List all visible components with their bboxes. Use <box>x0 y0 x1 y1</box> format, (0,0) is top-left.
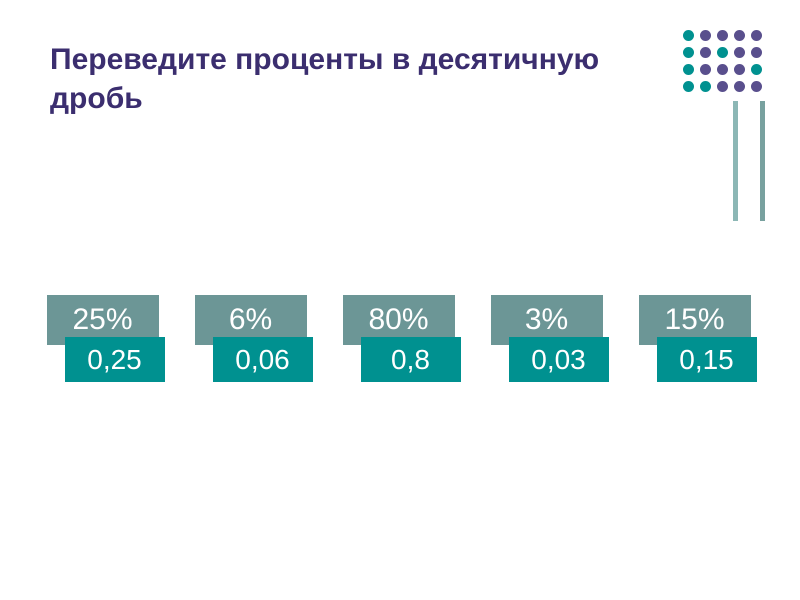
dot <box>683 30 694 41</box>
dot <box>700 30 711 41</box>
dot <box>751 81 762 92</box>
pair-item: 25% 0,25 <box>47 295 162 395</box>
dot <box>734 81 745 92</box>
dot <box>734 47 745 58</box>
vline <box>733 101 738 221</box>
pair-item: 3% 0,03 <box>491 295 606 395</box>
dot <box>683 81 694 92</box>
dot <box>734 64 745 75</box>
dot <box>700 64 711 75</box>
dot <box>700 81 711 92</box>
dot <box>717 30 728 41</box>
dot <box>717 81 728 92</box>
dot <box>717 47 728 58</box>
pair-item: 6% 0,06 <box>195 295 310 395</box>
dot <box>683 47 694 58</box>
pairs-row: 25% 0,25 6% 0,06 80% 0,8 3% 0,03 15% 0,1… <box>0 295 800 395</box>
decoration-lines <box>733 101 765 221</box>
vline <box>760 101 765 221</box>
dot <box>751 64 762 75</box>
dot <box>751 47 762 58</box>
dot <box>683 64 694 75</box>
decimal-box: 0,15 <box>657 337 757 382</box>
pair-item: 15% 0,15 <box>639 295 754 395</box>
corner-decoration <box>683 30 765 221</box>
decimal-box: 0,06 <box>213 337 313 382</box>
slide-title: Переведите проценты в десятичную дробь <box>50 40 650 118</box>
decoration-dots <box>683 30 765 93</box>
dot <box>751 30 762 41</box>
dot <box>717 64 728 75</box>
decimal-box: 0,25 <box>65 337 165 382</box>
dot <box>700 47 711 58</box>
pair-item: 80% 0,8 <box>343 295 458 395</box>
decimal-box: 0,03 <box>509 337 609 382</box>
decimal-box: 0,8 <box>361 337 461 382</box>
dot <box>734 30 745 41</box>
